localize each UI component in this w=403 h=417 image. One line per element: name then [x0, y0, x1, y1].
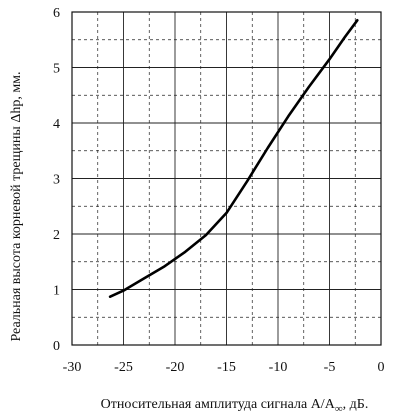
series-layer — [108, 19, 359, 298]
y-tick-label: 3 — [53, 173, 60, 188]
x-tick-label: 0 — [378, 360, 385, 375]
plot-frame — [71, 11, 382, 346]
y-tick-label: 4 — [53, 117, 60, 132]
y-tick-label: 5 — [53, 62, 60, 77]
y-tick-label: 6 — [53, 6, 60, 21]
series-line — [108, 19, 359, 298]
x-tick-label: -15 — [217, 360, 236, 375]
tick-label-layer: -30 -25 -20 -15 -10 -5 0 0 1 2 3 4 5 6 — [53, 6, 385, 375]
x-tick-label: -10 — [269, 360, 288, 375]
x-tick-label: -25 — [114, 360, 133, 375]
y-tick-label: 2 — [53, 228, 60, 243]
y-axis-title: Реальная высота корневой трещины Δhp, мм… — [9, 71, 24, 341]
x-tick-label: -5 — [324, 360, 336, 375]
x-tick-label: -30 — [63, 360, 82, 375]
y-tick-label: 0 — [53, 339, 60, 354]
grid-layer — [71, 11, 382, 346]
x-tick-label: -20 — [166, 360, 185, 375]
y-tick-label: 1 — [53, 284, 60, 299]
x-axis-title: Относительная амплитуда сигнала A/A∞, дБ… — [101, 397, 369, 415]
